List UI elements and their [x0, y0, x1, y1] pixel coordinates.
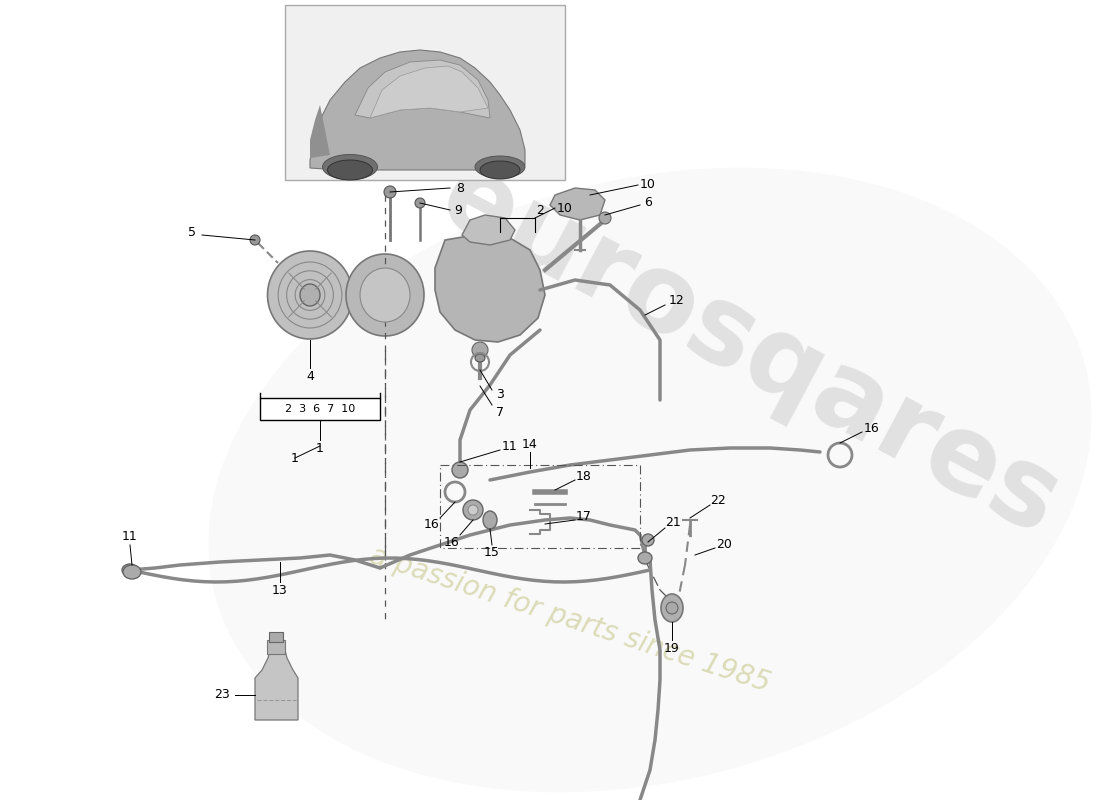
Text: 20: 20: [716, 538, 732, 551]
Text: eurosqares: eurosqares: [422, 142, 1078, 558]
Text: 1: 1: [316, 442, 323, 454]
Ellipse shape: [483, 511, 497, 529]
Text: 11: 11: [122, 530, 138, 543]
Circle shape: [384, 186, 396, 198]
Text: 19: 19: [664, 642, 680, 654]
Polygon shape: [255, 650, 298, 720]
Circle shape: [642, 534, 654, 546]
Ellipse shape: [360, 268, 410, 322]
Ellipse shape: [122, 564, 138, 576]
Ellipse shape: [209, 168, 1091, 792]
Text: 16: 16: [425, 518, 440, 531]
Circle shape: [463, 500, 483, 520]
Circle shape: [415, 198, 425, 208]
Polygon shape: [310, 105, 330, 158]
Text: 22: 22: [711, 494, 726, 506]
Text: 11: 11: [502, 441, 518, 454]
Ellipse shape: [346, 254, 424, 336]
Ellipse shape: [661, 594, 683, 622]
Bar: [285, 5, 565, 180]
Text: 8: 8: [456, 182, 464, 194]
Circle shape: [468, 505, 478, 515]
Circle shape: [250, 235, 260, 245]
Ellipse shape: [475, 354, 485, 362]
Text: 4: 4: [306, 370, 313, 382]
Text: 16: 16: [865, 422, 880, 434]
Circle shape: [472, 342, 488, 358]
Bar: [260, 398, 379, 420]
Text: 1: 1: [292, 451, 299, 465]
Text: 2  3  6  7  10: 2 3 6 7 10: [285, 404, 355, 414]
Text: 13: 13: [272, 583, 288, 597]
Text: 23: 23: [214, 689, 230, 702]
Text: 18: 18: [576, 470, 592, 482]
Bar: [267, 640, 285, 654]
Text: 10: 10: [640, 178, 656, 191]
Ellipse shape: [267, 251, 352, 339]
Ellipse shape: [475, 156, 525, 178]
Ellipse shape: [480, 161, 520, 179]
Circle shape: [600, 212, 610, 224]
Text: 3: 3: [496, 389, 504, 402]
Bar: [270, 632, 283, 642]
Text: 10: 10: [557, 202, 573, 214]
Polygon shape: [462, 215, 515, 245]
Ellipse shape: [300, 284, 320, 306]
Polygon shape: [434, 235, 544, 342]
Text: 9: 9: [454, 203, 462, 217]
Ellipse shape: [328, 160, 373, 180]
Polygon shape: [550, 188, 605, 220]
Text: 7: 7: [496, 406, 504, 418]
Ellipse shape: [638, 552, 652, 564]
Circle shape: [666, 602, 678, 614]
Text: 15: 15: [484, 546, 499, 558]
Text: 2: 2: [536, 203, 543, 217]
Text: 14: 14: [522, 438, 538, 450]
Text: 21: 21: [666, 515, 681, 529]
Ellipse shape: [123, 565, 141, 579]
Text: a passion for parts since 1985: a passion for parts since 1985: [366, 542, 774, 698]
Polygon shape: [370, 66, 488, 118]
Text: 12: 12: [669, 294, 685, 306]
Text: 16: 16: [444, 535, 460, 549]
Text: 5: 5: [188, 226, 196, 238]
Polygon shape: [355, 60, 490, 118]
Text: 17: 17: [576, 510, 592, 523]
Circle shape: [452, 462, 468, 478]
Polygon shape: [310, 50, 525, 170]
Ellipse shape: [322, 154, 377, 179]
Text: 6: 6: [645, 195, 652, 209]
